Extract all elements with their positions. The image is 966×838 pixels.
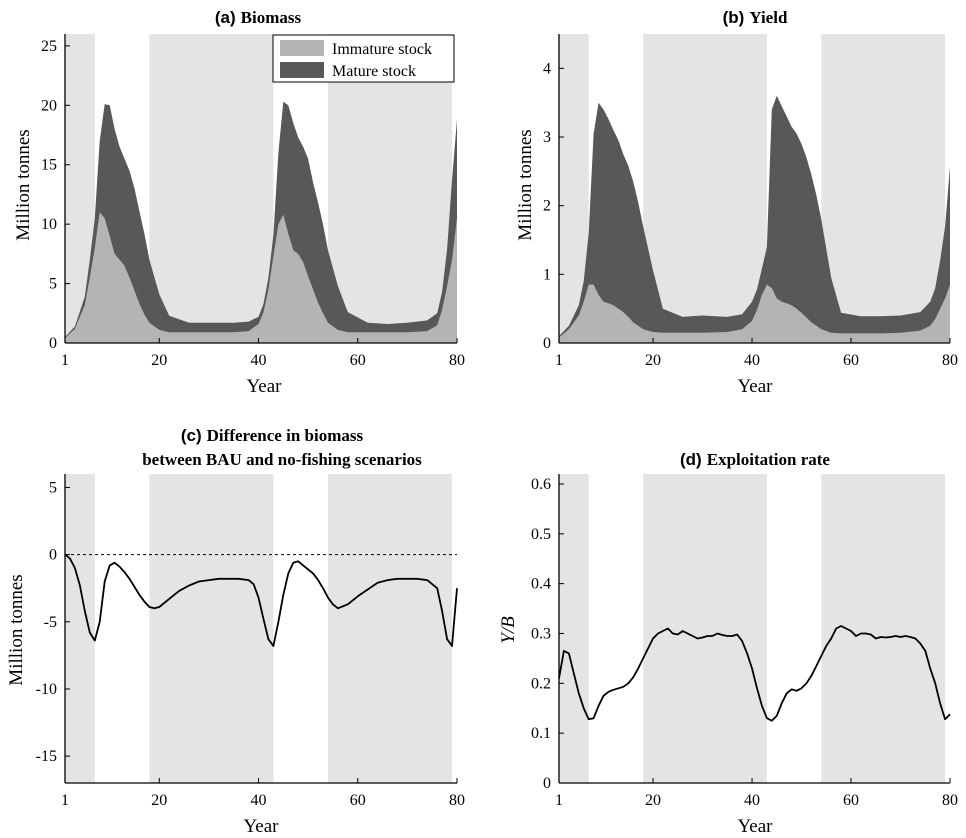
shaded-period [559, 474, 589, 783]
y-tick-label: 2 [543, 198, 551, 215]
y-tick-label: -10 [36, 681, 57, 698]
panel-a-title: (a) Biomass [215, 8, 302, 27]
panel-b-xlabel: Year [737, 376, 773, 397]
shaded-period [327, 34, 453, 343]
y-tick-label: 0 [49, 547, 57, 564]
y-tick-label: 5 [49, 479, 57, 496]
shaded-period [821, 474, 946, 783]
x-tick-label: 80 [449, 792, 465, 809]
y-tick-label: 0.3 [531, 625, 551, 642]
y-tick-label: 0 [543, 775, 551, 792]
panel-c-ylabel: Million tonnes [6, 574, 27, 685]
series-line [64, 553, 458, 647]
x-tick-label: 60 [350, 352, 366, 369]
plot-area-a: 1 20 40 60 80 0 5 10 15 20 25 [41, 34, 465, 369]
plot-area-c: 1 20 40 60 80 -15 -10 -5 0 5 [36, 474, 465, 809]
panel-b-title: (b) Yield [723, 8, 788, 27]
shaded-period [643, 34, 767, 343]
x-tick-label: 20 [151, 352, 167, 369]
y-tick-label: -15 [36, 748, 57, 765]
y-tick-label: 0.4 [531, 576, 551, 593]
series-line [558, 625, 951, 722]
y-tick-label: 15 [41, 157, 57, 174]
x-tick-label: 80 [942, 352, 958, 369]
panel-exploitation-rate: 1 20 40 60 80 0 0.1 0.2 0.3 0.4 0.5 0.6 (d) Exploita… [498, 450, 958, 837]
area-immature-stock [559, 284, 950, 343]
x-tick-label: 1 [61, 352, 69, 369]
panel-a-ylabel: Million tonnes [13, 129, 34, 240]
panel-d-title: (d) Exploitation rate [680, 450, 830, 469]
legend-swatch-immature [280, 40, 324, 56]
plot-area-d: 1 20 40 60 80 0 0.1 0.2 0.3 0.4 0.5 0.6 [531, 474, 958, 809]
panel-d-xlabel: Year [737, 816, 773, 837]
y-tick-label: -5 [44, 614, 57, 631]
area-immature-stock [65, 212, 457, 343]
shaded-period [149, 34, 274, 343]
y-tick-label: 20 [41, 97, 57, 114]
panel-d-ylabel: Y/B [498, 616, 519, 644]
legend-label-mature: Mature stock [332, 63, 416, 80]
y-tick-label: 0 [49, 335, 57, 352]
x-tick-label: 1 [555, 352, 563, 369]
x-tick-label: 1 [555, 792, 563, 809]
panel-biomass-difference: 1 20 40 60 80 -15 -10 -5 0 5 (c) Difference in bio… [6, 426, 465, 837]
x-tick-label: 80 [449, 352, 465, 369]
x-tick-label: 60 [350, 792, 366, 809]
y-tick-label: 25 [41, 38, 57, 55]
x-tick-label: 20 [151, 792, 167, 809]
x-tick-label: 20 [645, 792, 661, 809]
y-tick-label: 3 [543, 129, 551, 146]
shaded-period [821, 34, 946, 343]
x-tick-label: 60 [843, 792, 859, 809]
y-tick-label: 0.6 [531, 476, 551, 493]
panel-c-title-line2: between BAU and no-fishing scenarios [142, 450, 422, 469]
legend-swatch-mature [280, 62, 324, 78]
x-tick-label: 60 [843, 352, 859, 369]
y-tick-label: 0.2 [531, 675, 551, 692]
y-tick-label: 1 [543, 266, 551, 283]
x-tick-label: 40 [251, 792, 267, 809]
x-tick-label: 40 [744, 352, 760, 369]
y-tick-label: 0 [543, 335, 551, 352]
panel-b-ylabel: Million tonnes [515, 129, 536, 240]
panel-biomass: 1 20 40 60 80 0 5 10 15 20 25 (a) Biomass Year Mill… [13, 8, 465, 397]
y-tick-label: 10 [41, 216, 57, 233]
x-tick-label: 80 [942, 792, 958, 809]
x-tick-label: 40 [251, 352, 267, 369]
legend-label-immature: Immature stock [332, 41, 432, 58]
panel-c-title-line1: (c) Difference in biomass [181, 426, 364, 445]
shaded-period [327, 474, 453, 783]
y-tick-label: 0.5 [531, 526, 551, 543]
panel-a-legend: Immature stock Mature stock [272, 34, 455, 83]
x-tick-label: 40 [744, 792, 760, 809]
y-tick-label: 4 [543, 60, 551, 77]
panel-a-xlabel: Year [246, 376, 282, 397]
y-tick-label: 0.1 [531, 725, 551, 742]
y-tick-label: 5 [49, 276, 57, 293]
shaded-period [643, 474, 767, 783]
x-tick-label: 1 [61, 792, 69, 809]
x-tick-label: 20 [645, 352, 661, 369]
shaded-period [65, 474, 95, 783]
shaded-period [149, 474, 274, 783]
panel-c-xlabel: Year [243, 816, 279, 837]
